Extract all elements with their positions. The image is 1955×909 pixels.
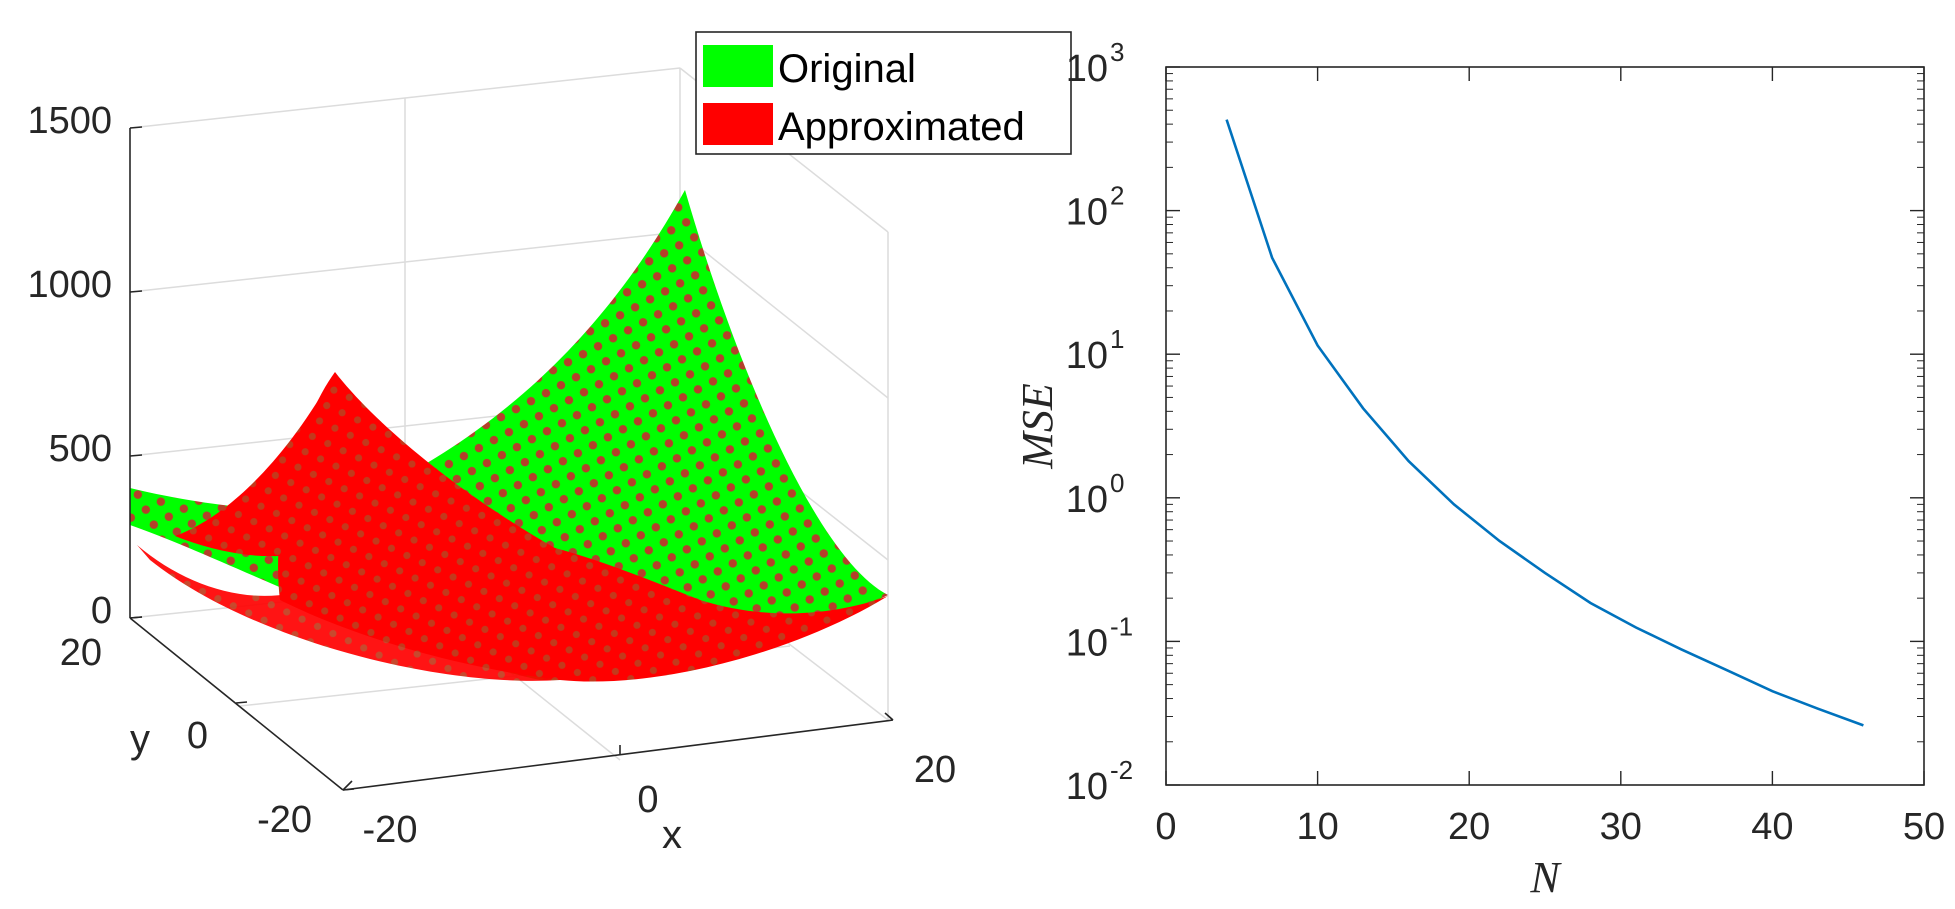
mse-y-tick-label: 10 — [1066, 48, 1108, 90]
surface-axes — [129, 128, 894, 791]
mse-y-tick-label: 10 — [1066, 335, 1108, 377]
x-axis-label: x — [662, 813, 682, 857]
mse-series-line — [1225, 119, 1864, 727]
x-tick-label: -20 — [363, 809, 418, 851]
mse-plot-box — [1165, 66, 1925, 786]
mse-ticks — [1165, 66, 1925, 786]
mse-y-tick-exponent: 2 — [1110, 181, 1124, 211]
mse-x-tick-label: 20 — [1448, 806, 1490, 848]
mse-x-axis-label: N — [1529, 853, 1562, 902]
approximated-surface-peak — [278, 372, 889, 682]
z-tick-label: 500 — [49, 428, 112, 470]
mse-y-tick-exponent: -2 — [1110, 755, 1133, 785]
mse-y-tick-exponent: 3 — [1110, 37, 1124, 67]
legend-label-original: Original — [778, 47, 916, 91]
legend-swatch-original — [703, 45, 773, 87]
mse-x-tick-label: 10 — [1296, 806, 1338, 848]
x-tick-label: 0 — [637, 779, 658, 821]
z-tick-label: 0 — [91, 590, 112, 632]
mse-x-tick-label: 30 — [1600, 806, 1642, 848]
surface-legend: Original Approximated — [695, 31, 1072, 155]
mse-y-axis-label: MSE — [1013, 383, 1062, 470]
x-tick-label: 20 — [914, 749, 956, 791]
z-tick-label: 1500 — [27, 100, 112, 142]
mse-y-tick-label: 10 — [1066, 192, 1108, 234]
z-tick-label: 1000 — [27, 264, 112, 306]
surface-plot: 1500 1000 500 0 20 0 -20 y -20 0 20 x Or… — [27, 31, 1072, 857]
mse-x-tick-label: 0 — [1155, 806, 1176, 848]
mse-y-tick-exponent: 1 — [1110, 324, 1124, 354]
mse-y-tick-label: 10 — [1066, 622, 1108, 664]
mse-y-tick-exponent: 0 — [1110, 468, 1124, 498]
legend-label-approximated: Approximated — [778, 105, 1025, 149]
mse-y-tick-label: 10 — [1066, 766, 1108, 808]
mse-x-tick-label: 40 — [1751, 806, 1793, 848]
y-tick-label: -20 — [257, 799, 312, 841]
y-tick-label: 20 — [60, 632, 102, 674]
approximated-surface-left — [175, 372, 335, 557]
surface-ticks — [129, 126, 894, 791]
y-tick-label: 0 — [187, 715, 208, 757]
mse-x-tick-label: 50 — [1903, 806, 1945, 848]
mse-y-tick-exponent: -1 — [1110, 611, 1133, 641]
y-axis-label: y — [130, 717, 150, 761]
legend-swatch-approximated — [703, 103, 773, 145]
mse-y-tick-label: 10 — [1066, 479, 1108, 521]
